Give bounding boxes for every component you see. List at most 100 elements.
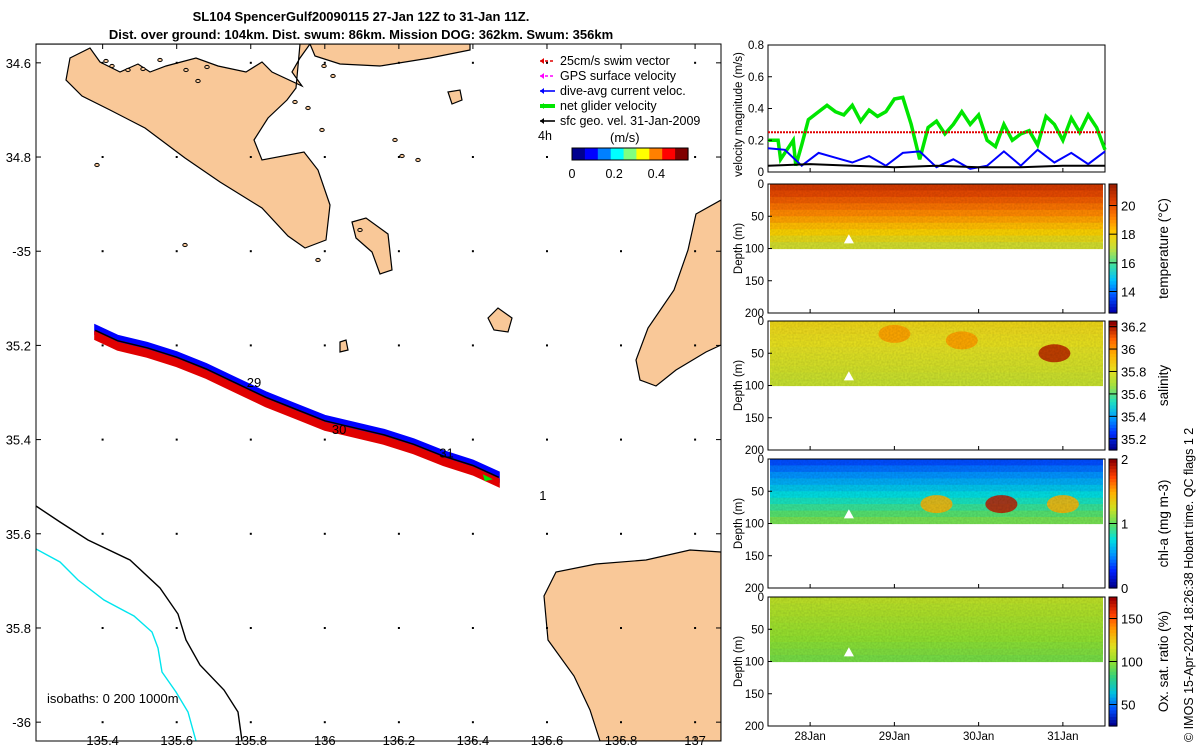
section-band	[770, 478, 1103, 486]
grid-dot	[397, 156, 400, 158]
colorbar-segment	[1109, 417, 1117, 422]
grid-dot	[546, 532, 548, 535]
islet	[305, 105, 311, 111]
colorbar-segment	[1109, 488, 1117, 492]
map-x-tick-label: 137	[684, 733, 706, 748]
map-x-tick-label: 136.2	[383, 733, 416, 748]
section-band	[770, 353, 1103, 361]
colorbar-segment	[1109, 216, 1117, 221]
section-hotspot	[878, 324, 911, 343]
grid-dot	[471, 532, 474, 535]
grid-dot	[397, 532, 400, 535]
section-y-tick-label: 200	[745, 445, 764, 457]
grid-dot	[101, 721, 104, 724]
colorbar-segment	[1109, 196, 1117, 201]
grid-dot	[471, 438, 474, 441]
colorbar-segment	[1109, 575, 1117, 579]
time-axis: 28Jan 29Jan 30Jan 31Jan	[794, 731, 1078, 743]
velocity-y-tick-label: 0.8	[748, 40, 764, 52]
grid-dot	[546, 156, 548, 158]
colorbar-segment	[1109, 549, 1117, 554]
colorbar-tick-label: 2	[1121, 452, 1128, 467]
colorbar-tick-label: 20	[1121, 199, 1135, 214]
islet	[183, 67, 189, 73]
colorbar-segment	[1109, 200, 1117, 204]
colorbar-segment	[1109, 642, 1117, 646]
colorbar-label: salinity	[1156, 365, 1171, 407]
colorbar-label: Ox. sat. ratio (%)	[1156, 611, 1171, 712]
islet	[321, 63, 327, 69]
colorbar-segment	[1109, 648, 1117, 653]
isobath-layer	[36, 505, 243, 741]
grid-dot	[694, 156, 697, 158]
section-hotspot	[920, 495, 953, 514]
colorbar-segment	[1109, 559, 1117, 563]
colorbar-segment	[1109, 571, 1117, 576]
colorbar-segment	[1109, 411, 1117, 416]
colorbar-tick-label: 14	[1121, 285, 1135, 300]
section-panel: 0 50 100 150 200 Depth (m) 0 1 2 chl-a (mg m-3)	[733, 452, 1171, 596]
colorbar-segment	[1109, 465, 1117, 470]
section-band	[770, 340, 1103, 348]
legend-arrowhead	[540, 58, 544, 64]
legend-entry: 25cm/s swim vector	[560, 54, 670, 68]
grid-dot	[249, 627, 252, 629]
colorbar-tick-label: 0.4	[648, 167, 665, 181]
colorbar-segment	[1109, 700, 1117, 704]
section-band	[770, 184, 1103, 191]
section-band	[770, 372, 1103, 380]
section-y-label: Depth (m)	[733, 498, 745, 549]
colorbar-frame	[571, 147, 689, 161]
islet	[392, 137, 398, 143]
colorbar-segment	[1109, 536, 1117, 541]
colorbar-segment	[1109, 690, 1117, 695]
islet	[292, 99, 298, 105]
grid-dot	[397, 344, 400, 347]
colorbar-tick-label: 100	[1121, 655, 1143, 670]
colorbar-segment	[1109, 494, 1117, 499]
legend-arrowhead	[540, 73, 544, 79]
colorbar-segment	[1109, 484, 1117, 489]
section-band	[770, 235, 1103, 243]
colorbar-segment	[649, 148, 663, 160]
time-tick-label: 31Jan	[1047, 731, 1078, 743]
section-notch	[843, 234, 854, 244]
grid-dot	[546, 721, 548, 724]
colorbar-segment	[1109, 404, 1117, 409]
section-panel: 0 50 100 150 200 Depth (m) 50 100 150 Ox. sat. ra…	[733, 592, 1171, 733]
map-x-tick-label: 135.8	[234, 733, 267, 748]
grid-dot	[175, 532, 178, 535]
grid-dot	[694, 532, 697, 535]
colorbar-segment	[1109, 491, 1117, 496]
colorbar-segment	[1109, 274, 1117, 279]
colorbar-segment	[1109, 388, 1117, 393]
grid-dot	[546, 344, 548, 347]
colorbar-segment	[1109, 600, 1117, 604]
section-hotspot	[1038, 344, 1071, 363]
colorbar-segment	[1109, 713, 1117, 717]
day-label: 30	[332, 422, 346, 437]
section-y-tick-label: 150	[745, 276, 764, 288]
section-notch	[843, 371, 854, 381]
grid-dot	[101, 61, 104, 64]
colorbar-segment	[1109, 382, 1117, 387]
grid-dot	[175, 61, 178, 64]
day-labels: 29 30 31 1	[247, 375, 547, 503]
colorbar-segment	[1109, 280, 1117, 285]
grid-dot	[323, 438, 326, 441]
colorbar-segment	[1109, 398, 1117, 403]
section-y-tick-label: 200	[745, 721, 764, 733]
section-band	[770, 635, 1103, 643]
section-band	[770, 203, 1103, 211]
section-band	[770, 222, 1103, 230]
colorbar-segment	[1109, 668, 1117, 672]
section-band	[770, 471, 1103, 479]
colorbar-segment	[1109, 578, 1117, 583]
section-y-tick-label: 150	[745, 551, 764, 563]
grid-dot	[397, 721, 400, 724]
colorbar-segment	[1109, 430, 1117, 435]
colorbar-segment	[675, 148, 689, 160]
colorbar-segment	[623, 148, 638, 160]
